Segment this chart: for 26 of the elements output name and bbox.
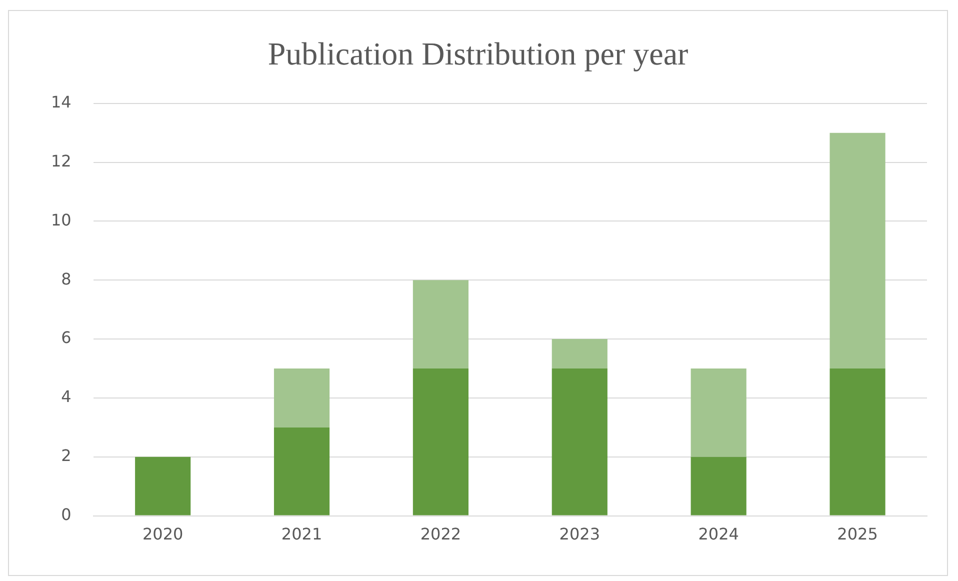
x-tick-label: 2020 xyxy=(142,524,184,544)
bar xyxy=(274,368,330,428)
y-tick-label: 10 xyxy=(51,210,72,230)
bar xyxy=(690,456,746,516)
bar xyxy=(552,339,608,369)
y-tick-label: 14 xyxy=(51,92,72,112)
y-tick-label: 12 xyxy=(51,151,72,170)
y-tick-label: 4 xyxy=(61,387,72,406)
x-tick-label: 2021 xyxy=(281,524,322,544)
y-tick-label: 6 xyxy=(61,328,72,348)
x-tick-label: 2023 xyxy=(559,524,600,544)
bar xyxy=(412,368,468,516)
bar xyxy=(830,368,886,516)
y-tick-label: 0 xyxy=(61,504,72,524)
y-tick-label: 8 xyxy=(61,269,72,288)
x-tick-label: 2025 xyxy=(837,524,878,544)
x-tick-label: 2022 xyxy=(420,524,462,544)
bar xyxy=(274,427,330,516)
bar xyxy=(552,368,608,516)
bar xyxy=(830,132,886,369)
bar xyxy=(135,456,191,516)
y-tick-label: 2 xyxy=(61,446,72,466)
bar xyxy=(412,280,468,369)
x-tick-label: 2024 xyxy=(698,524,739,544)
chart-title: Publication Distribution per year xyxy=(268,36,689,72)
bar xyxy=(690,368,746,457)
